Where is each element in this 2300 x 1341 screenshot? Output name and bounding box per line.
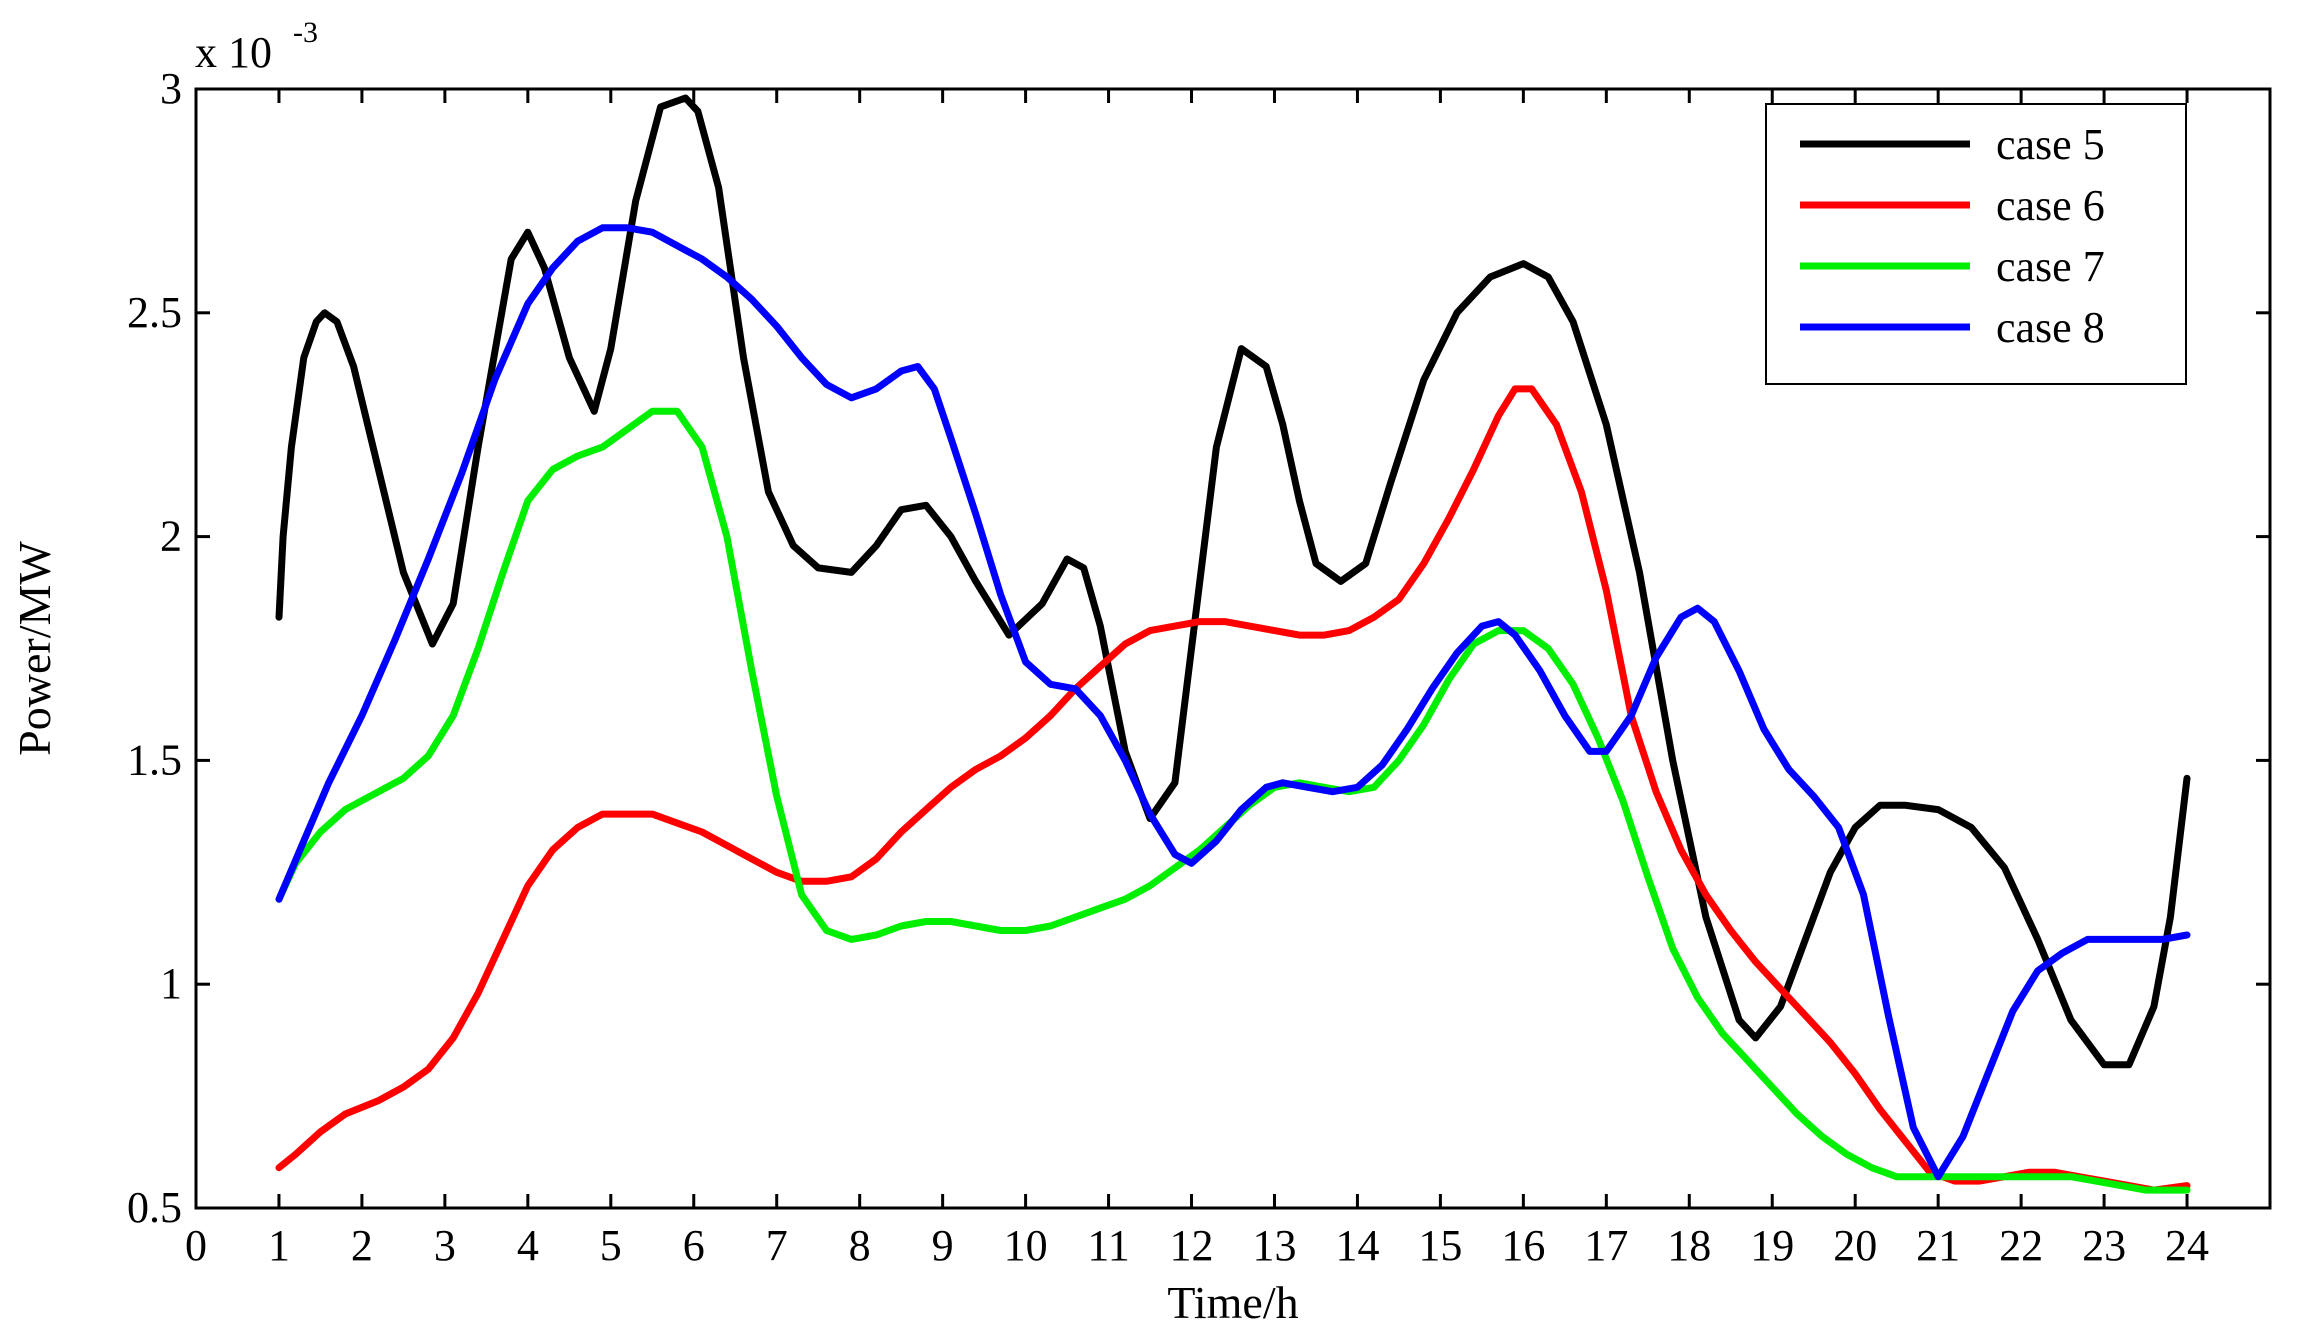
plot-frame (194, 87, 2272, 1210)
x-tick-label: 20 (1833, 1221, 1877, 1270)
x-tick-label: 5 (600, 1221, 622, 1270)
x-tick-label: 21 (1916, 1221, 1960, 1270)
x-tick-label: 3 (434, 1221, 456, 1270)
x-tick-label: 19 (1750, 1221, 1794, 1270)
y-axis-title: Power/MW (9, 541, 60, 756)
y-axis-multiplier: x 10 -3 (195, 16, 318, 77)
x-tick-label: 2 (351, 1221, 373, 1270)
series-line-case-6 (275, 385, 2191, 1194)
ticks-layer: 0 1 2 3 4 5 6 7 8 9 10 11 12 13 14 15 16 17 18 19 20 21 22 23 24… (127, 64, 2270, 1270)
y-tick-label: 1.5 (127, 735, 182, 784)
x-tick-label: 23 (2082, 1221, 2126, 1270)
x-tick-label: 16 (1501, 1221, 1545, 1270)
x-tick-label: 15 (1418, 1221, 1462, 1270)
series-layer (275, 94, 2191, 1194)
y-multiplier-base: x 10 (195, 28, 272, 77)
y-multiplier-exponent: -3 (293, 16, 318, 49)
series-line-case-8 (275, 224, 2191, 1181)
legend-label-case-8: case 8 (1996, 303, 2105, 352)
y-tick-label: 0.5 (127, 1183, 182, 1232)
x-tick-label: 9 (932, 1221, 954, 1270)
x-tick-label: 22 (1999, 1221, 2043, 1270)
y-tick-label: 2.5 (127, 288, 182, 337)
x-tick-label: 14 (1335, 1221, 1379, 1270)
y-tick-label: 1 (160, 959, 182, 1008)
legend-label-case-7: case 7 (1996, 242, 2105, 291)
legend-box (1765, 103, 2187, 385)
x-tick-label: 0 (185, 1221, 207, 1270)
x-axis-title: Time/h (1167, 1277, 1298, 1328)
legend-label-case-5: case 5 (1996, 120, 2105, 169)
y-tick-label: 3 (160, 64, 182, 113)
x-tick-label: 18 (1667, 1221, 1711, 1270)
x-tick-label: 7 (766, 1221, 788, 1270)
x-tick-label: 13 (1252, 1221, 1296, 1270)
x-tick-label: 6 (683, 1221, 705, 1270)
x-tick-label: 12 (1170, 1221, 1214, 1270)
x-tick-label: 8 (849, 1221, 871, 1270)
x-tick-label: 17 (1584, 1221, 1628, 1270)
x-tick-label: 1 (268, 1221, 290, 1270)
y-tick-label: 2 (160, 512, 182, 561)
x-tick-label: 10 (1004, 1221, 1048, 1270)
x-tick-label: 24 (2165, 1221, 2209, 1270)
legend: case 5 case 6 case 7 case 8 (1765, 103, 2187, 385)
x-tick-label: 11 (1087, 1221, 1129, 1270)
x-tick-label: 4 (517, 1221, 539, 1270)
legend-label-case-6: case 6 (1996, 181, 2105, 230)
